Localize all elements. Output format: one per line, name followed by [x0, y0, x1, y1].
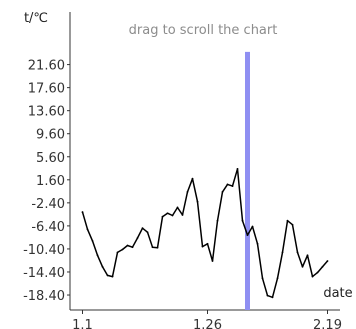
y-tick-label: -14.40 [23, 266, 65, 281]
x-axis-title: date [323, 286, 352, 301]
data-point [241, 219, 244, 222]
y-tick-label: 21.60 [28, 59, 65, 74]
data-point [156, 246, 159, 249]
data-point [321, 265, 324, 268]
data-point [226, 183, 229, 186]
data-point [151, 246, 154, 249]
data-point [221, 191, 224, 193]
y-tick-label: 13.60 [28, 105, 65, 120]
data-point [166, 212, 169, 215]
y-tick-label: -2.40 [31, 197, 65, 212]
data-point [141, 227, 144, 230]
data-point [316, 271, 319, 274]
data-point [161, 215, 164, 218]
y-tick-label: -18.40 [23, 289, 65, 304]
data-point [296, 251, 299, 254]
data-point [206, 242, 209, 245]
data-point [261, 277, 264, 280]
data-point [281, 251, 284, 254]
data-point [121, 248, 124, 251]
y-tick-label: -10.40 [23, 243, 65, 258]
data-point [181, 214, 184, 216]
data-point [176, 206, 179, 209]
data-point [196, 200, 199, 203]
data-point [111, 275, 114, 278]
data-point [326, 260, 329, 262]
data-point [231, 185, 234, 188]
data-point [286, 219, 289, 222]
temperature-series-line [81, 168, 329, 299]
y-tick-label: 17.60 [28, 82, 65, 97]
data-point [256, 242, 259, 245]
x-tick-label: 2.19 [313, 318, 342, 329]
data-point [96, 254, 99, 257]
data-point [201, 245, 204, 248]
data-point [191, 177, 194, 180]
data-point [291, 223, 294, 226]
data-point [101, 265, 104, 268]
x-tick-label: 1.1 [72, 318, 93, 329]
data-point [86, 228, 89, 231]
data-point [116, 251, 119, 254]
y-axis-title: t/℃ [24, 11, 48, 26]
data-point [246, 234, 249, 237]
data-point [146, 231, 149, 234]
scroll-hint: drag to scroll the chart [129, 23, 278, 38]
data-point [301, 265, 304, 268]
y-tick-label: 1.60 [36, 174, 65, 189]
data-point [131, 246, 134, 249]
data-point [186, 191, 189, 193]
data-point [81, 211, 84, 213]
y-tick-label: -6.40 [31, 220, 65, 235]
data-point [211, 260, 214, 262]
data-point [136, 237, 139, 239]
x-tick-label: 1.26 [193, 318, 222, 329]
data-point [266, 294, 269, 297]
y-tick-label: 5.60 [36, 151, 65, 166]
data-point [236, 167, 239, 170]
data-point [91, 239, 94, 242]
y-tick-label: 9.60 [36, 128, 65, 143]
data-point [306, 254, 309, 257]
data-point [251, 225, 254, 228]
data-point [271, 296, 274, 299]
data-point [171, 214, 174, 217]
data-point [311, 275, 314, 278]
data-point [106, 274, 109, 277]
data-point [126, 244, 129, 247]
data-point [276, 277, 279, 280]
data-point [216, 219, 219, 222]
